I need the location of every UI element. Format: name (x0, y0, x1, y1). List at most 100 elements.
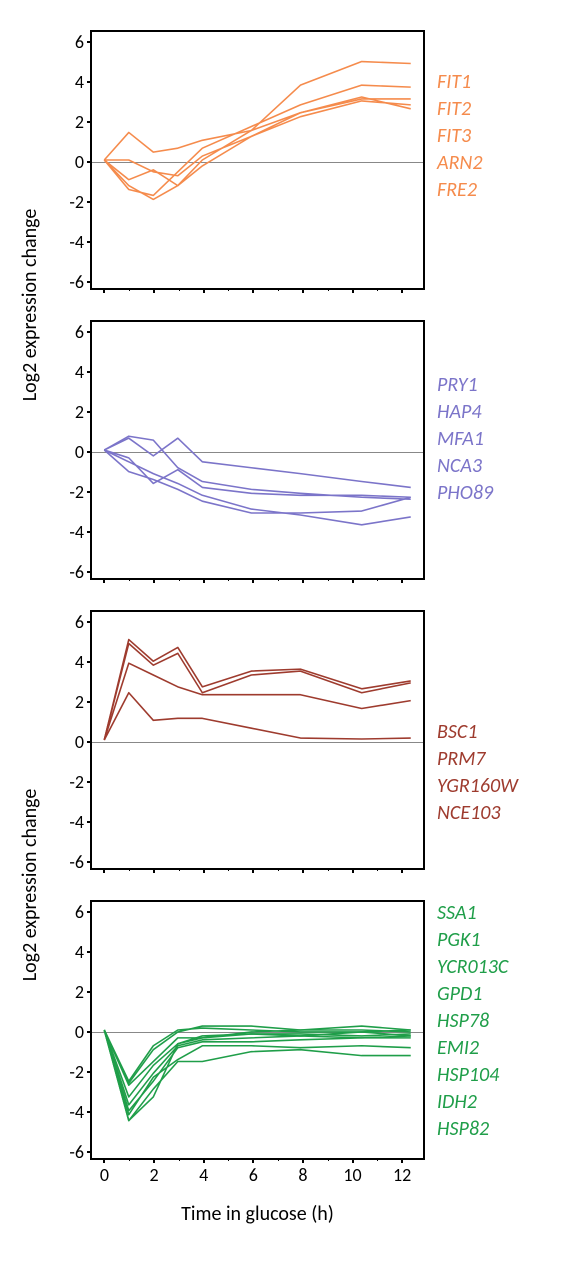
panel-orange-ytick-label: 4 (75, 71, 92, 93)
panel-brown-xtick-minor (129, 868, 130, 871)
gene-label: HSP78 (437, 1008, 508, 1035)
panel-green-xtick-minor (377, 1158, 378, 1161)
panel-brown-plot: -6-4-20246 (90, 610, 425, 870)
panel-brown-ytick-label: 0 (75, 731, 92, 753)
panel-orange-xtick-mark (401, 288, 403, 293)
panel-green-ytick-label: -4 (69, 1101, 92, 1123)
panel-green-ytick-label: 0 (75, 1021, 92, 1043)
panel-purple-ytick-label: -4 (69, 521, 92, 543)
gene-label: MFA1 (437, 426, 493, 453)
panel-orange-ytick-label: -2 (69, 191, 92, 213)
panel-green-xtick-label: 0 (100, 1158, 109, 1186)
panel-orange-plot: -6-4-20246 (90, 30, 425, 290)
panel-purple-ytick-label: 6 (75, 321, 92, 343)
panel-green-xtick-minor (278, 1158, 279, 1161)
panel-purple-xtick-mark (352, 578, 354, 583)
panel-brown-series-BSC1 (104, 640, 410, 740)
panel-orange-xtick-mark (103, 288, 105, 293)
panel-green-xtick-minor (179, 1158, 180, 1161)
panel-orange-series-FIT3 (104, 99, 410, 160)
panel-brown-lines (92, 612, 423, 868)
panel-green-xtick-label: 6 (249, 1158, 258, 1186)
panel-green-xtick-label: 8 (298, 1158, 307, 1186)
panel-brown-ytick-label: 2 (75, 691, 92, 713)
panel-purple-ytick-label: 2 (75, 401, 92, 423)
panel-orange-xtick-minor (228, 288, 229, 291)
panel-purple-ytick-label: -6 (69, 561, 92, 583)
panel-purple-xtick-mark (302, 578, 304, 583)
panel-green-xtick-label: 10 (343, 1158, 361, 1186)
panel-brown-xtick-mark (352, 868, 354, 873)
panel-brown-ytick-label: 6 (75, 611, 92, 633)
panel-green-ytick-label: -6 (69, 1141, 92, 1163)
panel-purple-xtick-mark (252, 578, 254, 583)
panel-orange-lines (92, 32, 423, 288)
panel-purple-xtick-minor (377, 578, 378, 581)
panel-brown-series-NCE103 (104, 693, 410, 740)
expression-figure: -6-4-20246FIT1FIT2FIT3ARN2FRE2-6-4-20246… (0, 0, 572, 1285)
panel-purple-ytick-label: 0 (75, 441, 92, 463)
panel-purple-gene-list: PRY1HAP4MFA1NCA3PHO89 (437, 372, 493, 507)
panel-green-xtick-minor (129, 1158, 130, 1161)
panel-brown-gene-list: BSC1PRM7YGR160WNCE103 (437, 719, 518, 827)
panel-orange-ytick-label: -4 (69, 231, 92, 253)
gene-label: PRM7 (437, 746, 518, 773)
gene-label: IDH2 (437, 1089, 508, 1116)
panel-purple-xtick-minor (179, 578, 180, 581)
panel-green-series-HSP82 (104, 1030, 410, 1121)
xlabel: Time in glucose (h) (181, 1202, 334, 1226)
panel-brown-xtick-mark (203, 868, 205, 873)
panel-orange-xtick-minor (328, 288, 329, 291)
panel-orange-xtick-mark (352, 288, 354, 293)
panel-orange-series-FRE2 (104, 101, 410, 176)
panel-orange-xtick-minor (278, 288, 279, 291)
gene-label: ARN2 (437, 150, 482, 177)
gene-label: FIT2 (437, 96, 482, 123)
panel-purple-xtick-minor (328, 578, 329, 581)
gene-label: PRY1 (437, 372, 493, 399)
panel-green-ytick-label: 6 (75, 901, 92, 923)
panel-orange-ytick-label: -6 (69, 271, 92, 293)
gene-label: HSP104 (437, 1062, 508, 1089)
panel-orange-ytick-label: 6 (75, 31, 92, 53)
gene-label: FIT1 (437, 69, 482, 96)
panel-green-plot: -6-4-20246024681012 (90, 900, 425, 1160)
panel-green-ytick-label: 4 (75, 941, 92, 963)
gene-label: YCR013C (437, 954, 508, 981)
panel-brown-xtick-minor (179, 868, 180, 871)
panel-green-xtick-minor (328, 1158, 329, 1161)
panel-purple-ytick-label: -2 (69, 481, 92, 503)
gene-label: FIT3 (437, 123, 482, 150)
panel-brown-xtick-minor (228, 868, 229, 871)
panel-brown-xtick-mark (153, 868, 155, 873)
panel-orange-series-ARN2 (104, 97, 410, 199)
panel-orange-xtick-mark (252, 288, 254, 293)
panel-brown-ytick-label: -4 (69, 811, 92, 833)
gene-label: YGR160W (437, 773, 518, 800)
panel-green-xtick-label: 2 (149, 1158, 158, 1186)
panel-brown-xtick-minor (328, 868, 329, 871)
panel-brown-xtick-minor (377, 868, 378, 871)
panel-purple-ytick-label: 4 (75, 361, 92, 383)
panel-orange-xtick-mark (153, 288, 155, 293)
gene-label: BSC1 (437, 719, 518, 746)
gene-label: HSP82 (437, 1116, 508, 1143)
gene-label: PHO89 (437, 480, 493, 507)
panel-purple-xtick-mark (203, 578, 205, 583)
panel-purple-xtick-minor (129, 578, 130, 581)
panel-green-series-HSP104 (104, 1030, 410, 1115)
panel-brown-ytick-label: -6 (69, 851, 92, 873)
panel-purple-plot: -6-4-20246 (90, 320, 425, 580)
gene-label: FRE2 (437, 177, 482, 204)
gene-label: PGK1 (437, 927, 508, 954)
panel-brown-xtick-minor (278, 868, 279, 871)
panel-green-series-IDH2 (104, 1030, 410, 1121)
panel-orange-gene-list: FIT1FIT2FIT3ARN2FRE2 (437, 69, 482, 204)
gene-label: NCA3 (437, 453, 493, 480)
panel-brown-xtick-mark (103, 868, 105, 873)
panel-orange-xtick-mark (203, 288, 205, 293)
panel-purple-xtick-mark (103, 578, 105, 583)
panel-purple-xtick-minor (228, 578, 229, 581)
panel-green-xtick-label: 12 (393, 1158, 411, 1186)
panel-brown-ytick-label: 4 (75, 651, 92, 673)
